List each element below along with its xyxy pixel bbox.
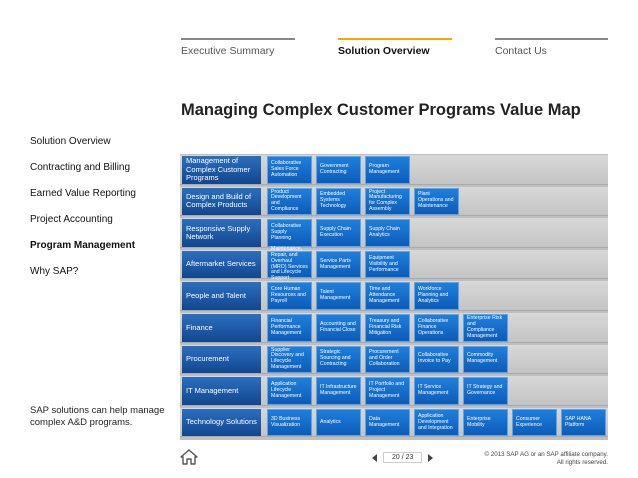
value-map-cell[interactable]: Service Parts Management	[316, 250, 361, 279]
page-title: Managing Complex Customer Programs Value…	[181, 101, 581, 119]
value-map-cell[interactable]: Collaborative Supply Planning	[267, 219, 312, 247]
value-map-row: Responsive Supply Network Collaborative S…	[180, 218, 608, 248]
tab-executive-summary[interactable]: Executive Summary	[181, 38, 295, 60]
nav-item-why-sap[interactable]: Why SAP?	[30, 266, 79, 277]
value-map-row: Procurement Supplier Discovery and Lifecy…	[180, 344, 608, 375]
value-map-cell[interactable]: Enterprise Mobility	[463, 408, 508, 437]
value-map-cell[interactable]: Program Management	[365, 156, 410, 184]
value-map-cell[interactable]: Supply Chain Execution	[316, 219, 361, 247]
value-map-cell[interactable]: Collaborative Sales Force Automation	[267, 156, 312, 184]
side-note: SAP solutions can help manage complex A&…	[30, 405, 165, 428]
value-map-cell[interactable]: Data Management	[365, 408, 410, 437]
value-map-cell[interactable]: Supplier Discovery and Lifecycle Managem…	[267, 345, 312, 374]
nav-item-solution-overview[interactable]: Solution Overview	[30, 136, 111, 147]
value-map-cell[interactable]: Time and Attendance Management	[365, 282, 410, 310]
value-map-cell[interactable]: Enterprise Risk and Compliance Managemen…	[463, 314, 508, 342]
value-map-cell[interactable]: Strategic Sourcing and Contracting	[316, 345, 361, 374]
value-map-row-label[interactable]: Aftermarket Services	[182, 250, 261, 279]
value-map-cell[interactable]: Talent Management	[316, 282, 361, 310]
value-map-cell[interactable]: Workforce Planning and Analytics	[414, 282, 459, 310]
value-map-cell[interactable]: Product Development and Compliance	[267, 187, 312, 216]
value-map-cell[interactable]: Plant Operations and Maintenance	[414, 187, 459, 216]
value-map-cell[interactable]: IT Infrastructure Management	[316, 377, 361, 405]
tab-contact-us[interactable]: Contact Us	[495, 38, 608, 60]
home-icon[interactable]	[180, 449, 198, 465]
value-map-cell[interactable]: Treasury and Financial Risk Mitigation	[365, 314, 410, 342]
value-map-row: Technology Solutions 3D Business Visualiz…	[180, 407, 608, 438]
value-map-cell[interactable]: Government Contracting	[316, 156, 361, 184]
tab-indicator	[181, 38, 295, 40]
page-indicator: 20 / 23	[383, 452, 423, 463]
value-map-cell[interactable]: Collaborative Finance Operations	[414, 314, 459, 342]
copyright-line: © 2013 SAP AG or an SAP affiliate compan…	[484, 451, 608, 458]
copyright-line: All rights reserved.	[556, 459, 608, 466]
value-map-cell[interactable]: Maintenance, Repair, and Overhaul (MRO) …	[267, 246, 312, 281]
value-map-row-label[interactable]: Finance	[182, 314, 261, 342]
value-map-row-label[interactable]: Responsive Supply Network	[182, 219, 261, 247]
tab-label: Solution Overview	[338, 45, 430, 57]
value-map-row-label[interactable]: IT Management	[182, 377, 261, 405]
nav-item-project-accounting[interactable]: Project Accounting	[30, 214, 113, 225]
value-map-cell[interactable]: Application Lifecycle Management	[267, 377, 312, 405]
copyright: © 2013 SAP AG or an SAP affiliate compan…	[485, 451, 608, 467]
tab-label: Executive Summary	[181, 45, 275, 57]
value-map-cell[interactable]: Embedded Systems Technology	[316, 187, 361, 216]
value-map-cell[interactable]: Accounting and Financial Close	[316, 314, 361, 342]
left-nav: Solution Overview Contracting and Billin…	[30, 136, 170, 292]
pager: 20 / 23	[372, 452, 434, 463]
value-map-row-label[interactable]: Management of Complex Customer Programs	[182, 156, 261, 184]
nav-item-earned-value-reporting[interactable]: Earned Value Reporting	[30, 188, 136, 199]
value-map-cell[interactable]: Project Manufacturing for Complex Assemb…	[365, 187, 410, 216]
previous-page-icon[interactable]	[372, 453, 377, 462]
value-map: Management of Complex Customer Programs C…	[180, 154, 608, 440]
value-map-cell[interactable]: SAP HANA Platform	[561, 408, 606, 437]
nav-item-contracting-and-billing[interactable]: Contracting and Billing	[30, 162, 131, 173]
value-map-cell[interactable]: IT Strategy and Governance	[463, 377, 508, 405]
value-map-row: IT Management Application Lifecycle Manag…	[180, 376, 608, 406]
value-map-row: Finance Financial Performance Management A…	[180, 313, 608, 343]
value-map-cell[interactable]: IT Service Management	[414, 377, 459, 405]
value-map-row: Design and Build of Complex Products Prod…	[180, 186, 608, 217]
value-map-row-label[interactable]: Design and Build of Complex Products	[182, 187, 261, 216]
value-map-cell[interactable]: Consumer Experience	[512, 408, 557, 437]
value-map-cell[interactable]: Procurement and Order Collaboration	[365, 345, 410, 374]
value-map-cell[interactable]: 3D Business Visualization	[267, 408, 312, 437]
value-map-cell[interactable]: IT Portfolio and Project Management	[365, 377, 410, 405]
tab-indicator	[338, 38, 452, 40]
value-map-cell[interactable]: Commodity Management	[463, 345, 508, 374]
value-map-row-label[interactable]: Procurement	[182, 345, 261, 374]
value-map-row: People and Talent Core Human Resources an…	[180, 281, 608, 311]
value-map-row-label[interactable]: People and Talent	[182, 282, 261, 310]
value-map-cell[interactable]: Collaborative Invoice to Pay	[414, 345, 459, 374]
value-map-cell[interactable]: Financial Performance Management	[267, 314, 312, 342]
nav-item-program-management[interactable]: Program Management	[30, 240, 136, 251]
value-map-row: Management of Complex Customer Programs C…	[180, 155, 608, 185]
value-map-cell[interactable]: Supply Chain Analytics	[365, 219, 410, 247]
tab-label: Contact Us	[495, 45, 547, 57]
value-map-cell[interactable]: Analytics	[316, 408, 361, 437]
next-page-icon[interactable]	[428, 453, 434, 462]
value-map-cell[interactable]: Equipment Visibility and Performance	[365, 250, 410, 279]
value-map-cell[interactable]: Core Human Resources and Payroll	[267, 282, 312, 310]
value-map-row-label[interactable]: Technology Solutions	[182, 408, 261, 437]
tab-indicator	[495, 38, 608, 40]
value-map-cell[interactable]: Application Development and Integration	[414, 408, 459, 437]
tab-solution-overview[interactable]: Solution Overview	[338, 38, 452, 60]
value-map-row: Aftermarket Services Maintenance, Repair,…	[180, 246, 608, 281]
